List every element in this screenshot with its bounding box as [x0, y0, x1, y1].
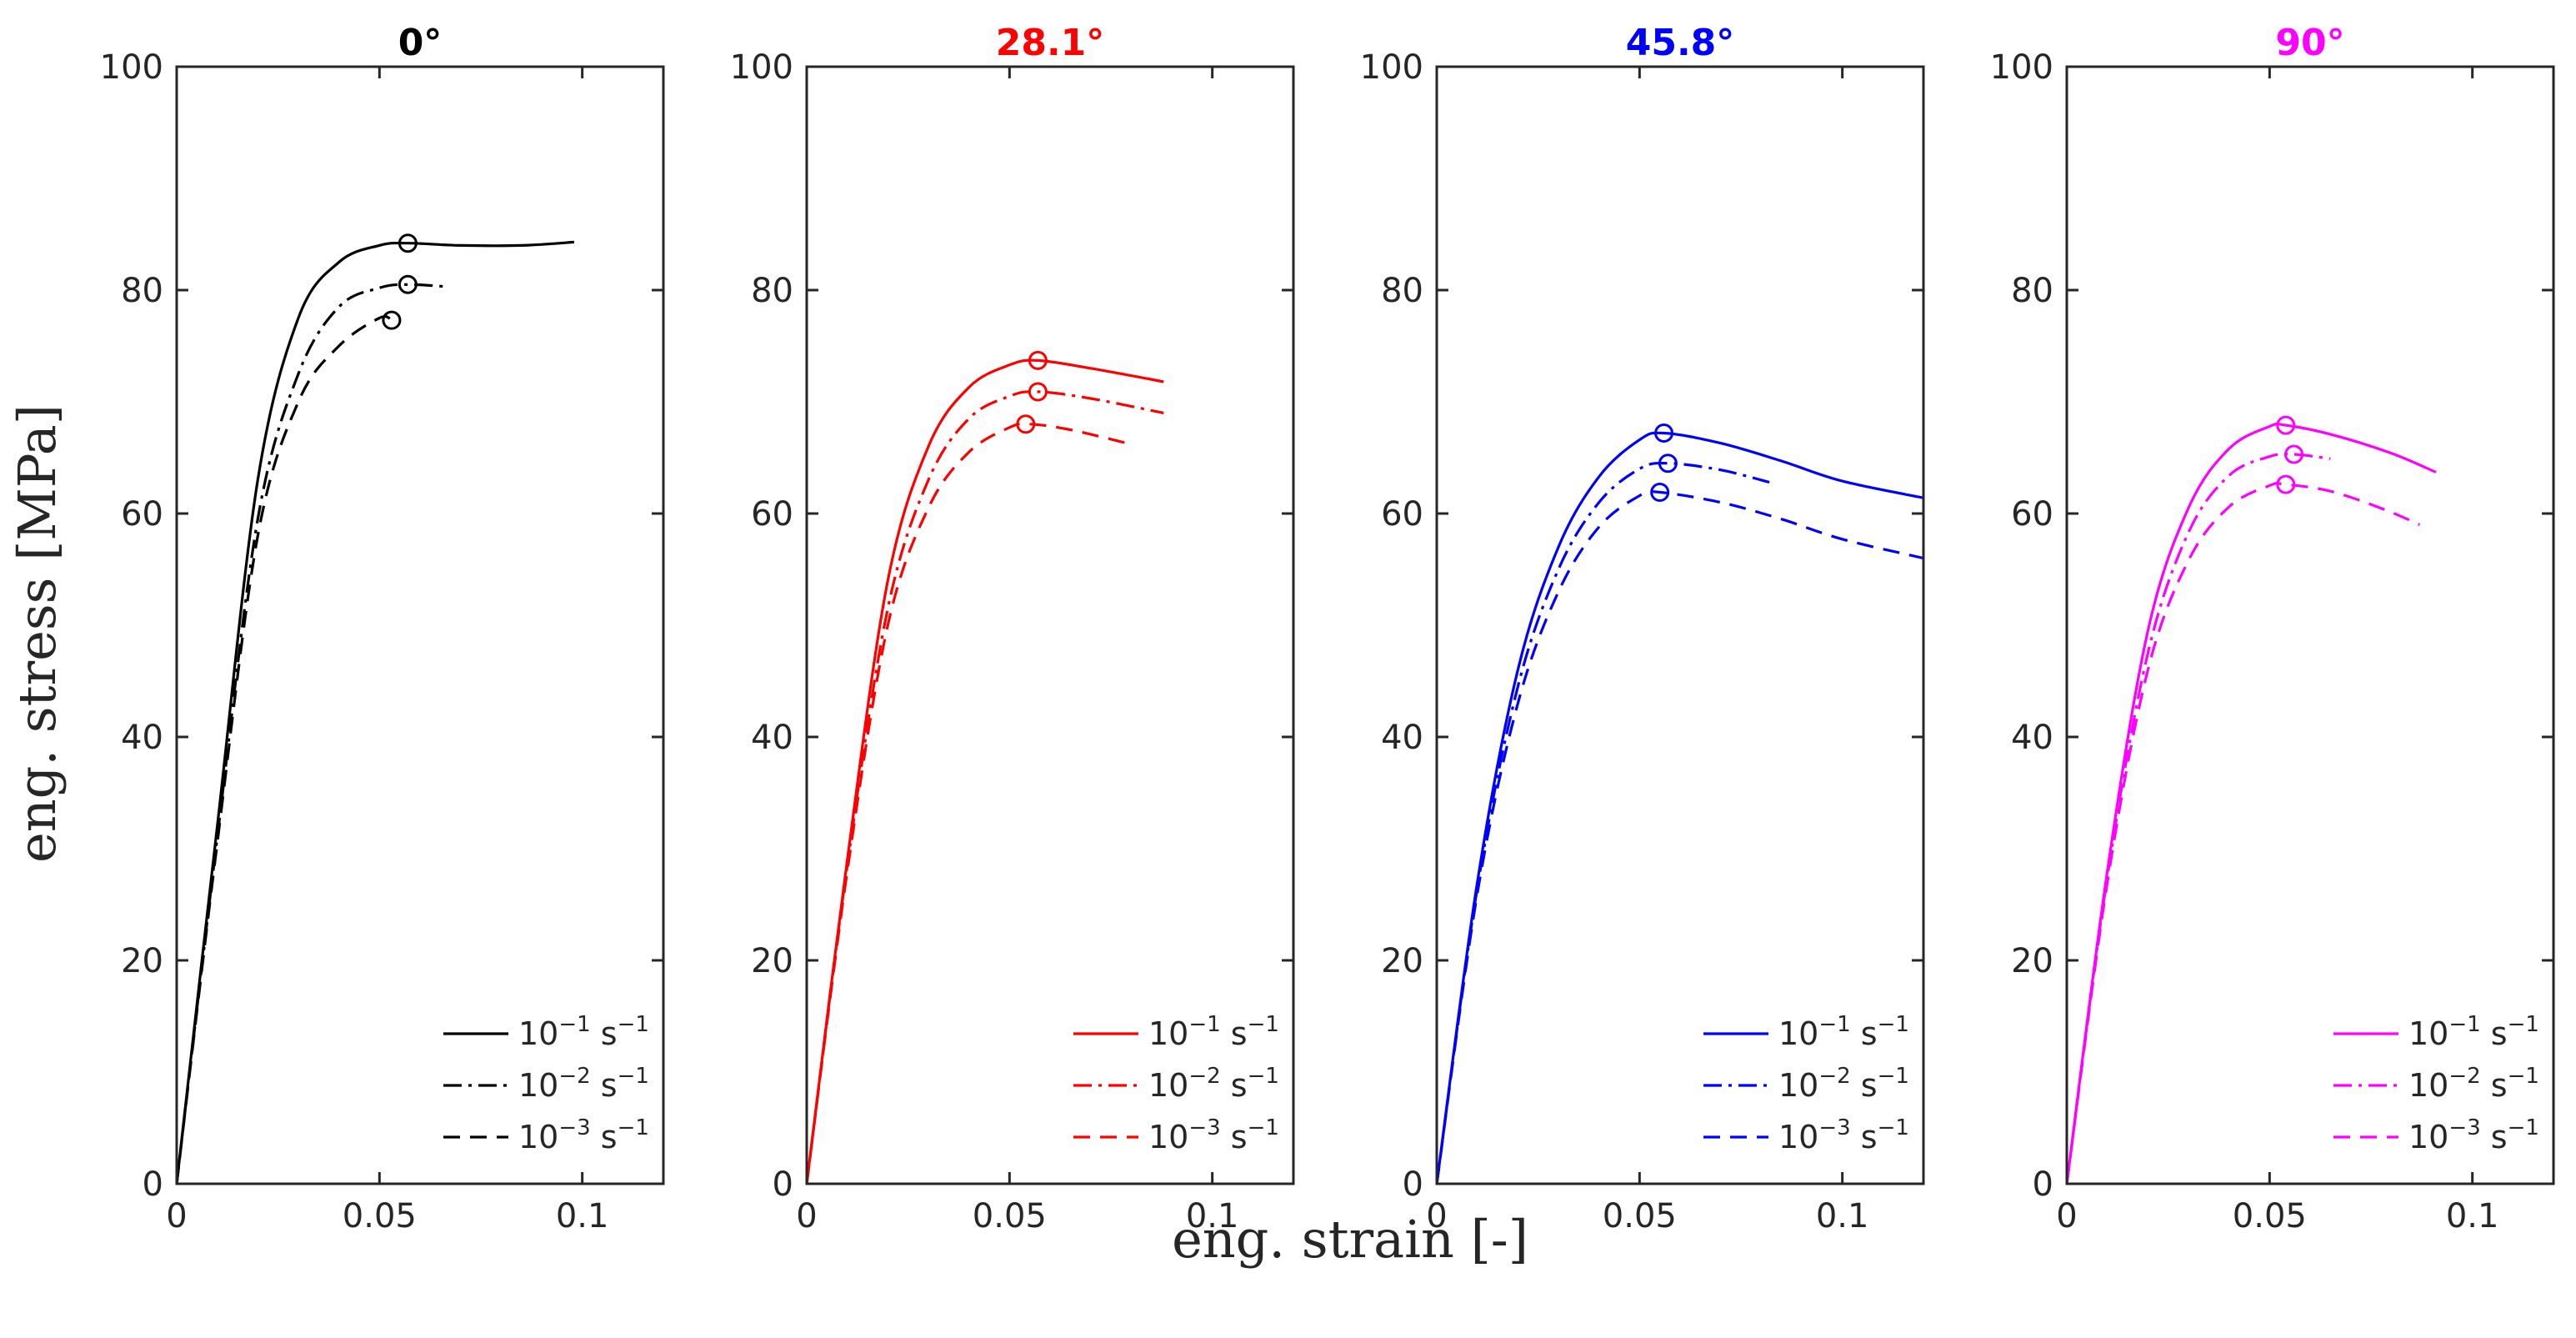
x-tick-label: 0 — [796, 1197, 817, 1235]
peak-marker — [2276, 474, 2296, 494]
legend-label: 10−1 s−1 — [1148, 1012, 1279, 1052]
y-tick-label: 80 — [121, 272, 163, 310]
series-line-2 — [807, 422, 1132, 1184]
y-tick-label: 40 — [121, 719, 163, 757]
peak-marker — [1028, 382, 1048, 402]
axes-box — [2065, 65, 2555, 1185]
legend: 10−1 s−1 10−2 s−1 10−3 s−1 — [1703, 1012, 1909, 1155]
y-axis-label: eng. stress [MPa] — [7, 404, 68, 863]
y-tick-label: 20 — [2011, 942, 2053, 980]
peak-marker — [1650, 483, 1670, 503]
peak-marker — [1028, 350, 1048, 370]
peak-marker — [382, 310, 402, 330]
y-tick-label: 60 — [1381, 495, 1423, 534]
panel-1: 28.1° 0 20 40 60 80 100 0 0.05 0.1 10−1 s−1 10−2 s−… — [730, 22, 1295, 1235]
y-tick-label: 20 — [121, 942, 163, 980]
legend: 10−1 s−1 10−2 s−1 10−3 s−1 — [443, 1012, 649, 1155]
peak-marker — [398, 274, 418, 294]
peak-marker — [2276, 415, 2296, 435]
axes-box — [175, 65, 665, 1185]
y-tick-label: 100 — [100, 48, 163, 87]
series-line-1 — [177, 283, 449, 1184]
legend-label: 10−3 s−1 — [1778, 1115, 1909, 1155]
legend-label: 10−2 s−1 — [1148, 1064, 1279, 1104]
series-group — [177, 240, 575, 1184]
series-group — [2067, 422, 2437, 1184]
axes-box — [805, 65, 1295, 1185]
y-tick-label: 100 — [1360, 48, 1423, 87]
x-axis-label: eng. strain [-] — [1172, 1209, 1528, 1270]
peak-marker — [1658, 454, 1678, 474]
y-tick-label: 0 — [2033, 1165, 2053, 1204]
x-tick-label: 0.1 — [1186, 1197, 1239, 1235]
y-tick-label: 60 — [2011, 495, 2053, 534]
legend-label: 10−3 s−1 — [518, 1115, 649, 1155]
legend-label: 10−1 s−1 — [1778, 1012, 1909, 1052]
series-line-1 — [2067, 452, 2331, 1184]
series-line-0 — [1437, 431, 1923, 1184]
y-tick-label: 40 — [751, 719, 793, 757]
y-tick-label: 40 — [2011, 719, 2053, 757]
legend-label: 10−2 s−1 — [1778, 1064, 1909, 1104]
x-tick-label: 0 — [2056, 1197, 2077, 1235]
y-tick-label: 100 — [730, 48, 793, 87]
x-tick-label: 0 — [1426, 1197, 1447, 1235]
x-tick-label: 0.1 — [1816, 1197, 1869, 1235]
y-tick-label: 0 — [1403, 1165, 1423, 1204]
legend-label: 10−1 s−1 — [2408, 1012, 2539, 1052]
panel-2: 45.8° 0 20 40 60 80 100 0 0.05 0.1 10−1 s−1 10−2 s−… — [1360, 22, 1925, 1235]
series-line-2 — [177, 315, 393, 1184]
panel-title: 0° — [398, 22, 443, 64]
x-tick-label: 0.1 — [2446, 1197, 2499, 1235]
y-tick-label: 0 — [773, 1165, 793, 1204]
peak-marker — [2284, 444, 2304, 464]
y-tick-label: 40 — [1381, 719, 1423, 757]
y-tick-label: 0 — [143, 1165, 163, 1204]
legend-label: 10−3 s−1 — [1148, 1115, 1279, 1155]
x-tick-label: 0 — [166, 1197, 187, 1235]
series-line-2 — [1437, 489, 1923, 1184]
x-tick-label: 0.1 — [556, 1197, 609, 1235]
legend: 10−1 s−1 10−2 s−1 10−3 s−1 — [2333, 1012, 2539, 1155]
legend-label: 10−2 s−1 — [518, 1064, 649, 1104]
y-tick-label: 100 — [1990, 48, 2053, 87]
panel-title: 45.8° — [1626, 22, 1735, 64]
y-tick-label: 80 — [2011, 272, 2053, 310]
series-group — [807, 358, 1164, 1184]
peak-marker — [1016, 414, 1036, 434]
legend-label: 10−1 s−1 — [518, 1012, 649, 1052]
legend-label: 10−2 s−1 — [2408, 1064, 2539, 1104]
axes-box — [1435, 65, 1925, 1185]
panel-title: 90° — [2275, 22, 2344, 64]
y-tick-label: 80 — [751, 272, 793, 310]
y-tick-label: 60 — [751, 495, 793, 534]
x-tick-label: 0.05 — [1603, 1197, 1677, 1235]
peak-marker — [1654, 423, 1674, 443]
peak-marker — [398, 233, 418, 253]
legend: 10−1 s−1 10−2 s−1 10−3 s−1 — [1073, 1012, 1279, 1155]
series-line-0 — [2067, 422, 2437, 1184]
legend-label: 10−3 s−1 — [2408, 1115, 2539, 1155]
y-tick-label: 80 — [1381, 272, 1423, 310]
y-tick-label: 60 — [121, 495, 163, 534]
y-tick-label: 20 — [751, 942, 793, 980]
series-line-2 — [2067, 482, 2421, 1184]
panel-title: 28.1° — [996, 22, 1105, 64]
x-tick-label: 0.05 — [343, 1197, 417, 1235]
x-tick-label: 0.05 — [2233, 1197, 2307, 1235]
x-tick-label: 0.05 — [973, 1197, 1047, 1235]
y-tick-label: 20 — [1381, 942, 1423, 980]
